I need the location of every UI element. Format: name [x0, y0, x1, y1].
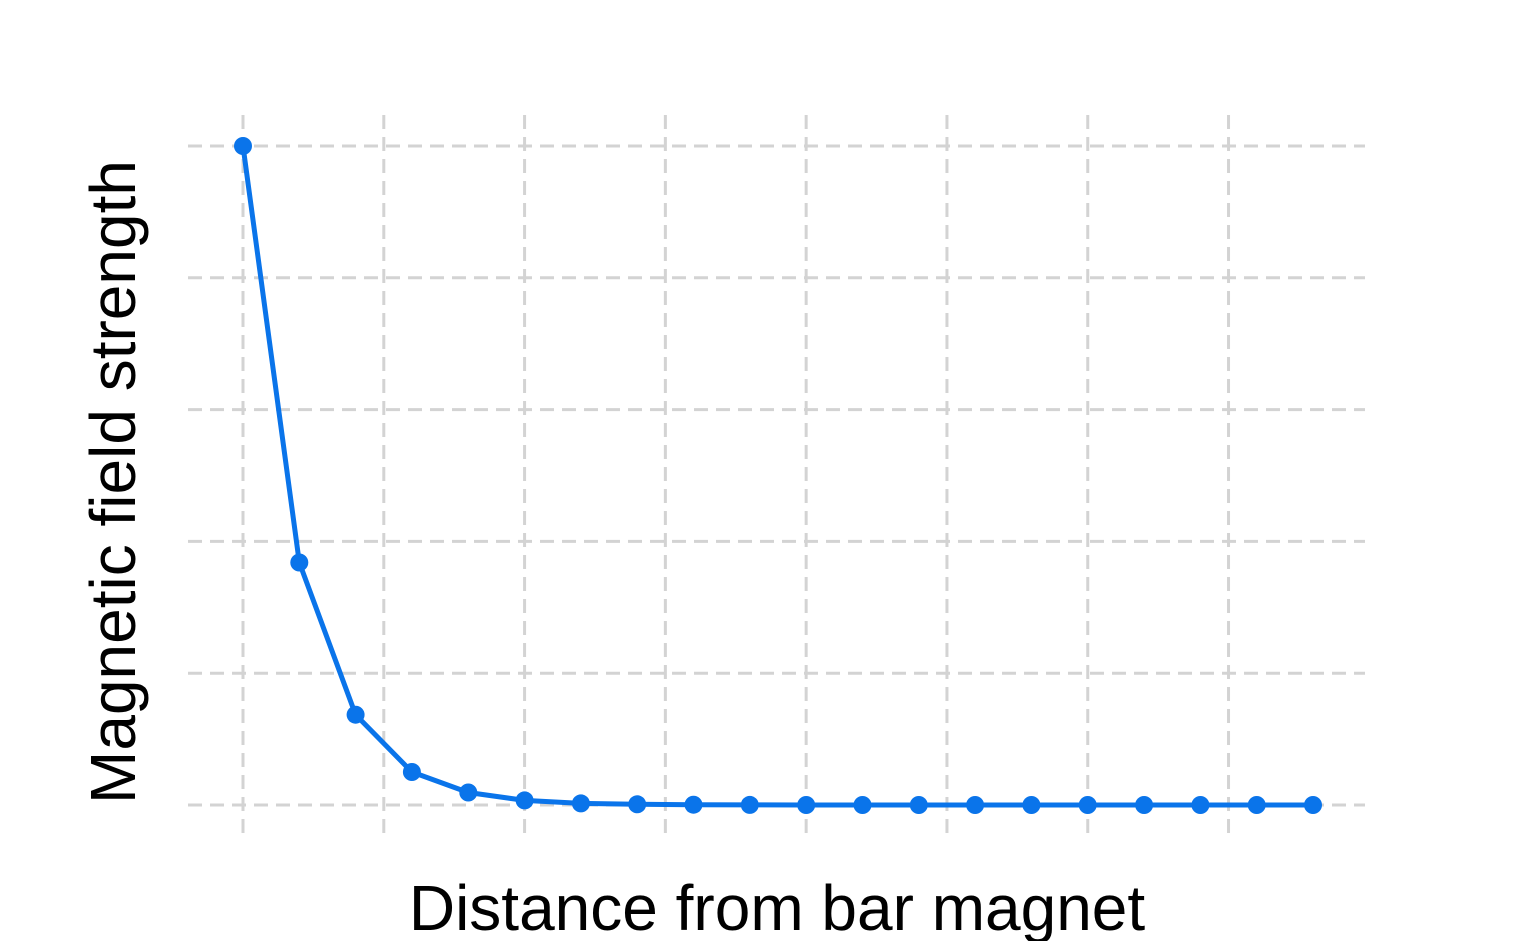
- data-point-4: [459, 783, 478, 802]
- y-axis-label: Magnetic field strength: [77, 160, 149, 804]
- points-layer: [234, 137, 1322, 814]
- data-point-10: [797, 796, 816, 814]
- series-line-0: [240, 143, 1316, 808]
- series-layer: [240, 143, 1316, 808]
- grid: [188, 115, 1365, 838]
- data-point-11: [853, 796, 872, 814]
- data-point-17: [1191, 796, 1210, 814]
- data-point-7: [628, 795, 647, 814]
- data-point-0: [234, 137, 252, 155]
- data-point-5: [515, 791, 534, 810]
- data-point-2: [346, 705, 365, 724]
- data-point-16: [1135, 796, 1154, 814]
- data-point-12: [909, 796, 928, 814]
- data-point-6: [571, 794, 590, 813]
- data-point-3: [402, 763, 421, 781]
- data-point-19: [1304, 796, 1322, 814]
- data-point-15: [1078, 796, 1097, 814]
- data-point-9: [740, 795, 759, 814]
- data-point-14: [1022, 796, 1041, 814]
- data-point-1: [290, 553, 309, 572]
- x-axis-label: Distance from bar magnet: [409, 872, 1146, 941]
- data-point-8: [684, 795, 703, 814]
- data-point-13: [966, 796, 985, 814]
- data-point-18: [1247, 796, 1266, 814]
